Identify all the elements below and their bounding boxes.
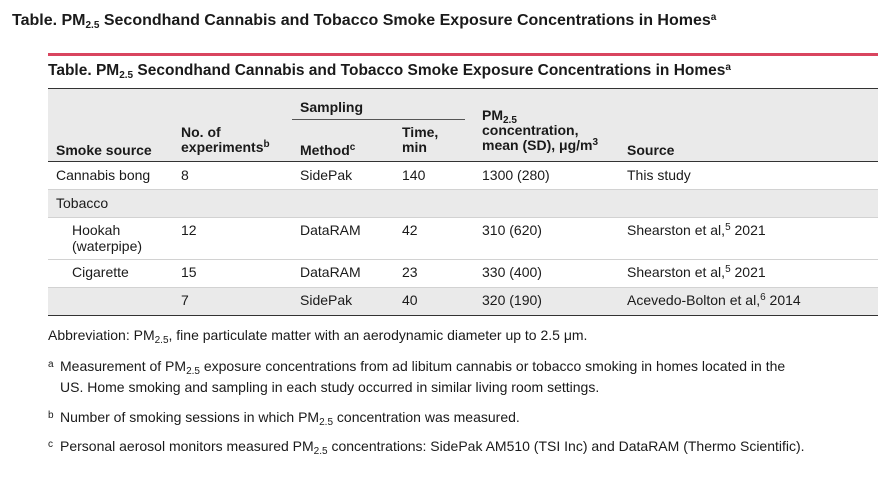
cell-smoke-source: Tobacco	[56, 195, 109, 211]
cell-method: DataRAM	[300, 264, 361, 280]
cell-pm: 1300 (280)	[482, 167, 550, 183]
header-experiments: No. of experimentsb	[181, 124, 270, 155]
cell-source: Shearston et al,5 2021	[627, 222, 766, 238]
divider	[48, 315, 878, 316]
cell-method: SidePak	[300, 292, 353, 308]
row-divider	[48, 259, 878, 260]
cell-method: SidePak	[300, 167, 353, 183]
cell-time: 140	[402, 167, 426, 183]
cell-smoke-source: Hookah (waterpipe)	[72, 222, 143, 254]
cell-method: DataRAM	[300, 222, 361, 238]
table-header-background	[48, 89, 878, 162]
header-pm-concentration: PM2.5 concentration, mean (SD), μg/m3	[482, 107, 599, 153]
footnote-c: c Personal aerosol monitors measured PM2.…	[48, 438, 805, 457]
divider	[48, 161, 878, 162]
table-title: Table. PM2.5 Secondhand Cannabis and Tob…	[48, 62, 731, 81]
row-divider	[48, 217, 878, 218]
cell-experiments: 15	[181, 264, 197, 280]
header-method: Methodc	[300, 142, 356, 158]
cell-experiments: 8	[181, 167, 189, 183]
cell-pm: 330 (400)	[482, 264, 542, 280]
accent-rule	[48, 53, 878, 56]
row-divider	[48, 189, 878, 190]
header-sampling: Sampling	[300, 99, 364, 115]
row-divider	[48, 287, 878, 288]
row-band	[48, 190, 878, 217]
cell-time: 40	[402, 292, 418, 308]
cell-experiments: 7	[181, 292, 189, 308]
header-smoke-source: Smoke source	[56, 142, 152, 158]
sampling-divider	[292, 119, 465, 120]
divider	[48, 88, 878, 89]
cell-smoke-source: Cigarette	[72, 264, 129, 280]
cell-source: Acevedo-Bolton et al,6 2014	[627, 292, 801, 308]
footnote-b: b Number of smoking sessions in which PM2…	[48, 409, 520, 428]
header-time: Time, min	[402, 124, 439, 155]
cell-smoke-source: Cannabis bong	[56, 167, 151, 183]
header-source: Source	[627, 142, 675, 158]
footnote-a: a Measurement of PM2.5 exposure concentra…	[48, 358, 786, 395]
row-band	[48, 288, 878, 315]
footnote-abbreviation: Abbreviation: PM2.5, fine particulate ma…	[48, 327, 588, 346]
page-title: Table. PM2.5 Secondhand Cannabis and Tob…	[12, 12, 717, 31]
cell-experiments: 12	[181, 222, 197, 238]
cell-source: This study	[627, 167, 691, 183]
cell-time: 42	[402, 222, 418, 238]
cell-pm: 320 (190)	[482, 292, 542, 308]
cell-source: Shearston et al,5 2021	[627, 264, 766, 280]
cell-time: 23	[402, 264, 418, 280]
cell-pm: 310 (620)	[482, 222, 542, 238]
